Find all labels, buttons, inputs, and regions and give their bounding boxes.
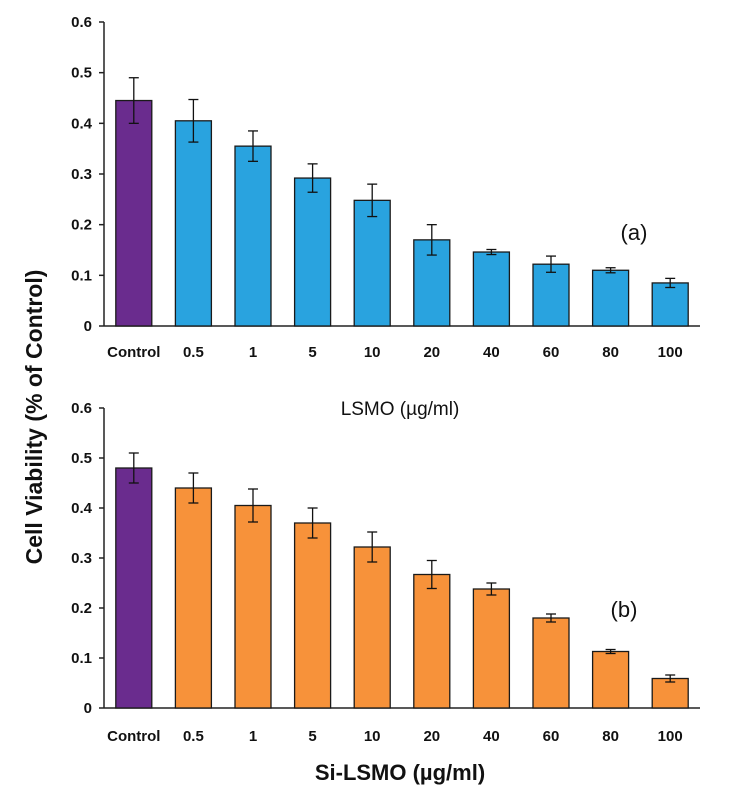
y-tick-label-a: 0.6 (71, 14, 92, 31)
category-label-b: Control (107, 728, 160, 745)
y-tick-label-a: 0.2 (71, 217, 92, 234)
category-label-b: 100 (658, 728, 683, 745)
category-label-b: 40 (483, 728, 500, 745)
x-axis-label-a: LSMO (µg/ml) (341, 399, 460, 420)
bar-a (174, 120, 213, 327)
category-label-b: 5 (308, 728, 316, 745)
y-tick-label-a: 0 (84, 318, 92, 335)
panel-label-a: (a) (621, 220, 648, 245)
category-label-a: 60 (543, 344, 560, 361)
category-label-b: 20 (423, 728, 440, 745)
bar-b (293, 522, 332, 709)
bar-b (353, 546, 391, 709)
category-label-b: 80 (602, 728, 619, 745)
category-label-a: 1 (249, 344, 257, 361)
bar-a (532, 263, 570, 327)
category-label-b: 60 (543, 728, 560, 745)
bar-a (353, 199, 391, 327)
category-label-a: 40 (483, 344, 500, 361)
y-tick-label-b: 0.4 (71, 500, 93, 517)
category-label-b: 1 (249, 728, 257, 745)
bar-b (532, 617, 570, 709)
y-tick-label-b: 0.5 (71, 450, 92, 467)
y-tick-label-b: 0.3 (71, 550, 92, 567)
bar-b (174, 487, 213, 709)
y-tick-label-a: 0.4 (71, 115, 93, 132)
category-label-a: 5 (308, 344, 316, 361)
bar-a (293, 177, 332, 327)
y-tick-label-b: 0 (84, 700, 92, 717)
y-tick-label-b: 0.2 (71, 600, 92, 617)
category-label-a: Control (107, 344, 160, 361)
bar-b (413, 573, 451, 709)
bar-a (234, 145, 272, 327)
panel-label-b: (b) (611, 597, 638, 622)
bar-b (472, 588, 511, 709)
category-label-a: 20 (423, 344, 440, 361)
bar-a (115, 99, 153, 327)
category-label-b: 10 (364, 728, 381, 745)
x-axis-label-b: Si-LSMO (µg/ml) (315, 760, 485, 785)
bar-b (234, 504, 272, 709)
bar-b (591, 650, 630, 709)
bar-b (115, 467, 153, 709)
bar-b (651, 677, 689, 709)
category-label-a: 10 (364, 344, 381, 361)
category-label-a: 0.5 (183, 344, 204, 361)
bar-a (472, 251, 511, 327)
y-tick-label-b: 0.1 (71, 650, 92, 667)
panel-a: 0 0.1 0.2 0.3 0.4 0.5 0.6 Control 0.5 1 5 10 20 40 60 8… (71, 14, 700, 420)
bar-a (591, 269, 630, 327)
panel-b: 0 0.1 0.2 0.3 0.4 0.5 0.6 Control 0.5 1 5 10 20 40 60 8… (71, 400, 700, 785)
y-tick-label-b: 0.6 (71, 400, 92, 417)
y-tick-label-a: 0.1 (71, 267, 92, 284)
y-tick-label-a: 0.5 (71, 65, 92, 82)
y-tick-label-a: 0.3 (71, 166, 92, 183)
category-label-b: 0.5 (183, 728, 204, 745)
bar-a (651, 282, 689, 327)
category-label-a: 80 (602, 344, 619, 361)
category-label-a: 100 (658, 344, 683, 361)
shared-y-axis-label: Cell Viability (% of Control) (21, 270, 47, 565)
